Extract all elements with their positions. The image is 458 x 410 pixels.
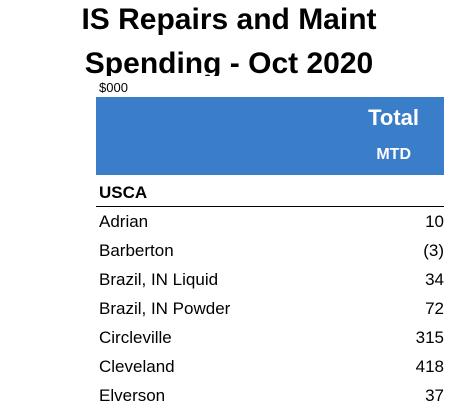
row-name: Brazil, IN Liquid — [99, 270, 219, 289]
row-value: 37 — [425, 386, 444, 405]
report-title-line-1: IS Repairs and Maint — [81, 3, 377, 36]
column-header-band: Total MTD — [96, 97, 444, 175]
report-title-line-2: Spending - Oct 2020 — [84, 47, 374, 76]
table-row: Barberton (3) — [99, 237, 444, 265]
section-divider — [96, 206, 444, 207]
row-name: Brazil, IN Powder — [99, 299, 231, 318]
row-name: Barberton — [99, 241, 174, 260]
table-row: Brazil, IN Powder 72 — [99, 295, 444, 323]
section-label-usca: USCA — [99, 183, 148, 202]
column-header-mtd: MTD — [376, 146, 411, 163]
row-value: 72 — [425, 299, 444, 318]
table-row: Cleveland 418 — [99, 353, 444, 381]
table-row: Elverson 37 — [99, 382, 444, 410]
row-value: 34 — [425, 270, 444, 289]
row-name: Circleville — [99, 328, 172, 347]
table-row: Brazil, IN Liquid 34 — [99, 266, 444, 294]
row-name: Elverson — [99, 386, 166, 405]
row-value: 418 — [415, 357, 444, 376]
table-row: Adrian 10 — [99, 208, 444, 236]
row-name: Adrian — [99, 212, 149, 231]
row-value: 315 — [415, 328, 444, 347]
row-name: Cleveland — [99, 357, 175, 376]
column-header-total: Total — [368, 105, 419, 130]
units-label: $000 — [99, 80, 128, 95]
row-value: 10 — [425, 212, 444, 231]
row-value: (3) — [423, 241, 444, 260]
table-row: Circleville 315 — [99, 324, 444, 352]
